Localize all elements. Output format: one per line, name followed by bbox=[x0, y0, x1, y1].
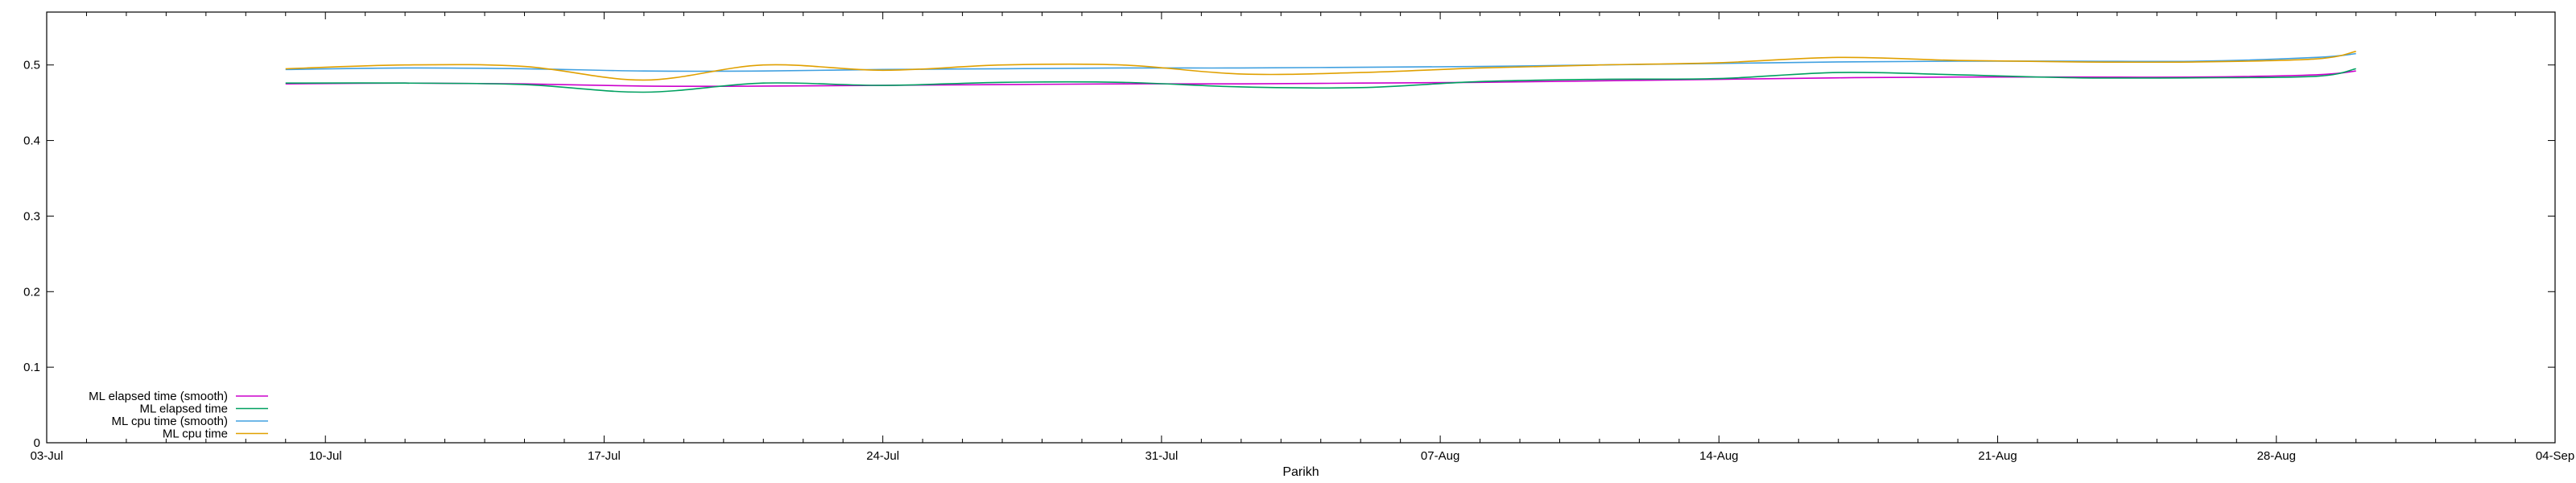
legend-label: ML cpu time (smooth) bbox=[112, 415, 229, 428]
y-tick-label: 0.4 bbox=[23, 134, 40, 148]
legend-label: ML cpu time bbox=[163, 427, 228, 441]
x-tick-label: 04-Sep bbox=[2536, 449, 2574, 463]
y-tick-label: 0.3 bbox=[23, 209, 40, 223]
y-tick-label: 0 bbox=[34, 436, 40, 450]
series-line-4 bbox=[285, 51, 2356, 81]
x-tick-label: 28-Aug bbox=[2257, 449, 2296, 463]
series-line-3 bbox=[285, 52, 2356, 72]
legend-label: ML elapsed time (smooth) bbox=[89, 390, 228, 403]
x-tick-label: 21-Aug bbox=[1978, 449, 2017, 463]
y-tick-label: 0.2 bbox=[23, 285, 40, 299]
x-tick-label: 07-Aug bbox=[1421, 449, 1459, 463]
x-tick-label: 10-Jul bbox=[309, 449, 342, 463]
y-tick-label: 0.1 bbox=[23, 361, 40, 374]
x-tick-label: 31-Jul bbox=[1145, 449, 1178, 463]
x-tick-label: 24-Jul bbox=[866, 449, 899, 463]
y-tick-label: 0.5 bbox=[23, 59, 40, 72]
x-tick-label: 03-Jul bbox=[31, 449, 64, 463]
x-axis-title: Parikh bbox=[1282, 465, 1319, 479]
y-axis: 0 0.1 0.2 0.3 0.4 0.5 bbox=[23, 59, 2555, 450]
plot-frame bbox=[46, 11, 2556, 444]
x-axis: 03-Jul 10-Jul 17-Jul 24-Jul 31-Jul 07-Aug 14-A… bbox=[31, 12, 2574, 463]
legend-label: ML elapsed time bbox=[140, 402, 229, 416]
x-tick-label: 14-Aug bbox=[1699, 449, 1738, 463]
legend: ML elapsed time (smooth)ML elapsed timeM… bbox=[89, 390, 268, 441]
series-line-2 bbox=[285, 68, 2356, 93]
series-lines bbox=[285, 51, 2356, 93]
x-tick-label: 17-Jul bbox=[588, 449, 621, 463]
